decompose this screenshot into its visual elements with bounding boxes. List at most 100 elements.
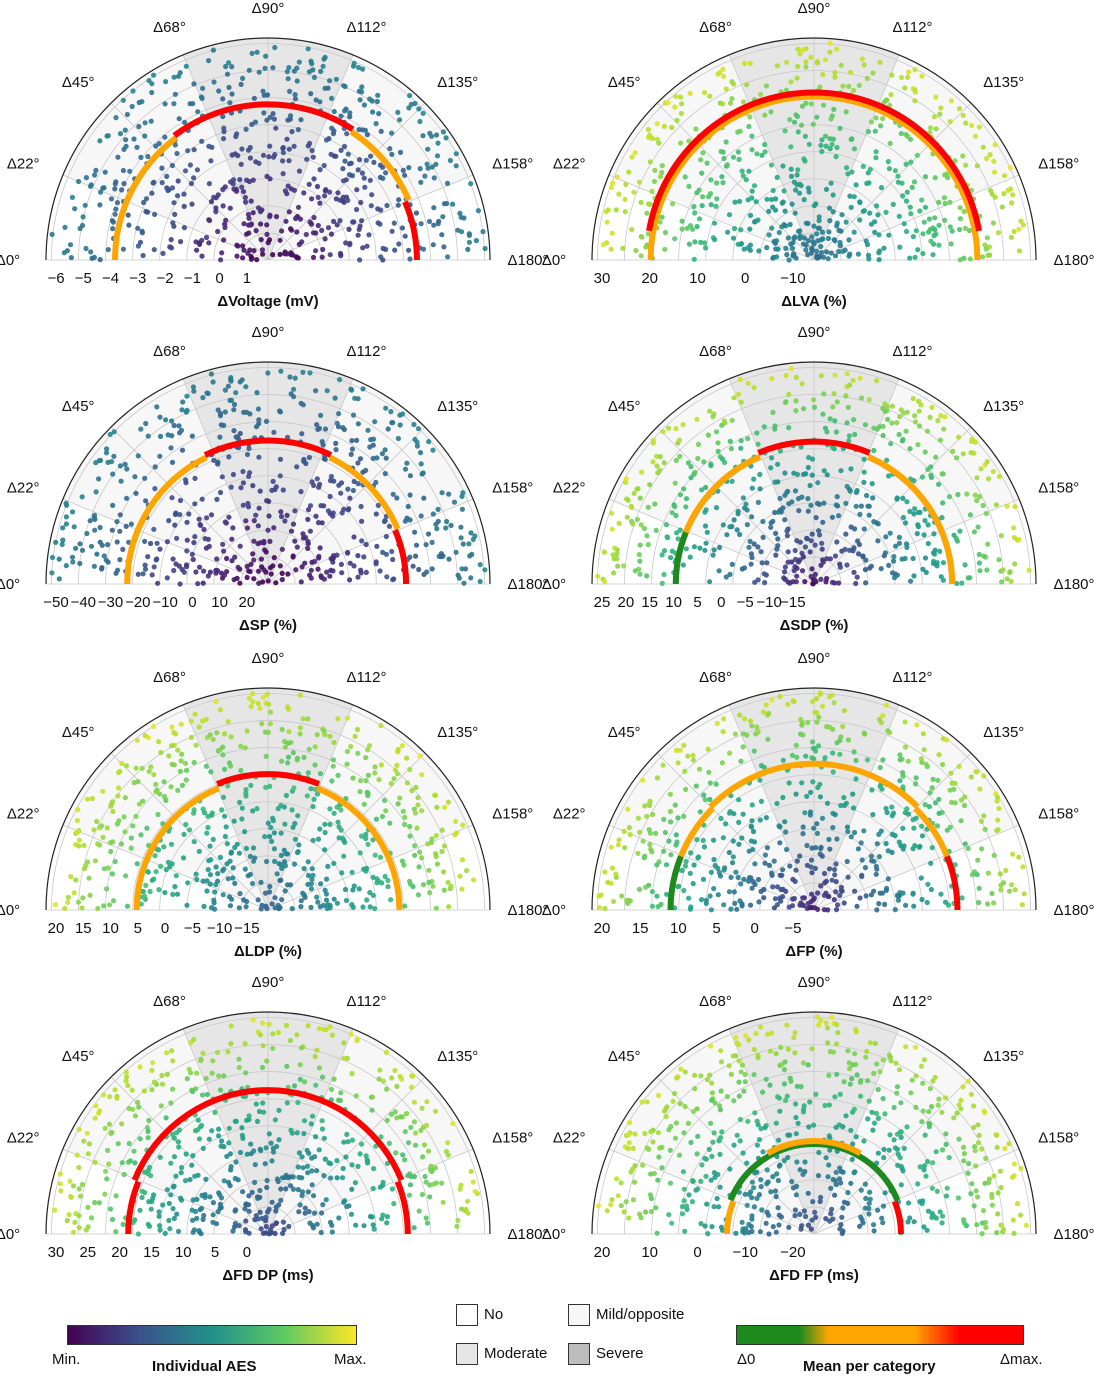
data-point <box>175 747 181 753</box>
data-point <box>867 166 873 172</box>
data-point <box>228 734 234 740</box>
data-point <box>243 845 249 852</box>
data-point <box>733 869 739 875</box>
data-point <box>780 199 786 205</box>
data-point <box>65 894 71 900</box>
data-point <box>889 831 896 838</box>
data-point <box>237 799 243 806</box>
data-point <box>689 1199 696 1205</box>
data-point <box>794 1083 800 1089</box>
data-point <box>239 805 245 811</box>
grid-spoke <box>267 752 426 911</box>
data-point <box>113 570 119 576</box>
data-point <box>414 443 420 449</box>
data-point <box>303 231 309 238</box>
data-point <box>378 723 384 729</box>
data-point <box>1017 1212 1024 1218</box>
angle-label: Δ180° <box>507 576 548 593</box>
data-point <box>342 886 349 893</box>
data-point <box>170 1086 176 1092</box>
data-point <box>949 228 955 234</box>
data-point <box>811 576 817 583</box>
data-point <box>789 201 795 207</box>
data-point <box>407 833 413 839</box>
data-point <box>97 1108 103 1114</box>
data-point <box>210 47 216 53</box>
data-point <box>679 867 685 874</box>
data-point <box>730 235 737 241</box>
data-point <box>222 519 228 525</box>
data-point <box>266 154 272 160</box>
data-point <box>769 455 775 461</box>
sector-mild <box>657 1028 814 1234</box>
sector-mild <box>268 1077 474 1234</box>
data-point <box>635 815 642 821</box>
data-point <box>861 208 868 214</box>
data-point <box>247 568 253 575</box>
data-point <box>313 97 319 103</box>
data-point <box>136 801 143 807</box>
data-point <box>896 1067 903 1073</box>
data-point <box>200 806 206 812</box>
data-point <box>682 1228 688 1234</box>
data-point <box>145 735 151 741</box>
data-point <box>168 1192 174 1198</box>
data-point <box>785 549 791 555</box>
data-point <box>693 783 699 789</box>
data-point <box>828 1185 834 1191</box>
data-point <box>784 252 790 258</box>
data-point <box>931 114 938 120</box>
data-point <box>250 691 256 697</box>
data-point <box>277 251 283 257</box>
data-point <box>278 852 284 859</box>
data-point <box>306 181 312 187</box>
data-point <box>202 536 208 542</box>
data-point <box>913 781 919 787</box>
data-point <box>208 199 215 205</box>
data-point <box>659 580 665 587</box>
data-point <box>342 158 348 164</box>
data-point <box>831 700 837 706</box>
data-point <box>287 1037 293 1044</box>
data-point <box>174 193 181 199</box>
data-point <box>314 1168 320 1174</box>
data-point <box>804 842 810 849</box>
data-point <box>853 757 859 764</box>
data-point <box>322 193 328 199</box>
data-point <box>726 810 733 816</box>
data-point <box>855 846 862 852</box>
data-point <box>917 1164 923 1170</box>
data-point <box>374 543 380 549</box>
data-point <box>616 191 622 197</box>
data-point <box>124 903 131 909</box>
data-point <box>117 463 123 469</box>
data-point <box>97 202 103 208</box>
data-point <box>631 490 637 496</box>
data-point <box>169 724 175 730</box>
data-point <box>402 1157 408 1163</box>
data-point <box>220 96 226 102</box>
data-point <box>297 1202 303 1208</box>
data-point <box>395 801 401 807</box>
data-point <box>730 860 736 866</box>
data-point <box>333 153 339 159</box>
data-point <box>848 1180 854 1186</box>
data-point <box>685 460 692 466</box>
data-point <box>68 255 74 261</box>
data-point <box>729 96 735 102</box>
data-point <box>154 556 160 562</box>
data-point <box>828 180 834 186</box>
data-point <box>170 220 176 226</box>
data-point <box>755 441 761 447</box>
data-point <box>751 1072 757 1078</box>
data-point <box>997 1168 1004 1174</box>
data-point <box>989 890 995 897</box>
data-point <box>237 891 243 897</box>
data-point <box>911 573 917 579</box>
data-point <box>794 573 800 579</box>
data-point <box>283 792 289 799</box>
data-point <box>998 1184 1004 1191</box>
data-point <box>307 1220 313 1226</box>
data-point <box>287 226 294 232</box>
data-point <box>321 162 327 169</box>
